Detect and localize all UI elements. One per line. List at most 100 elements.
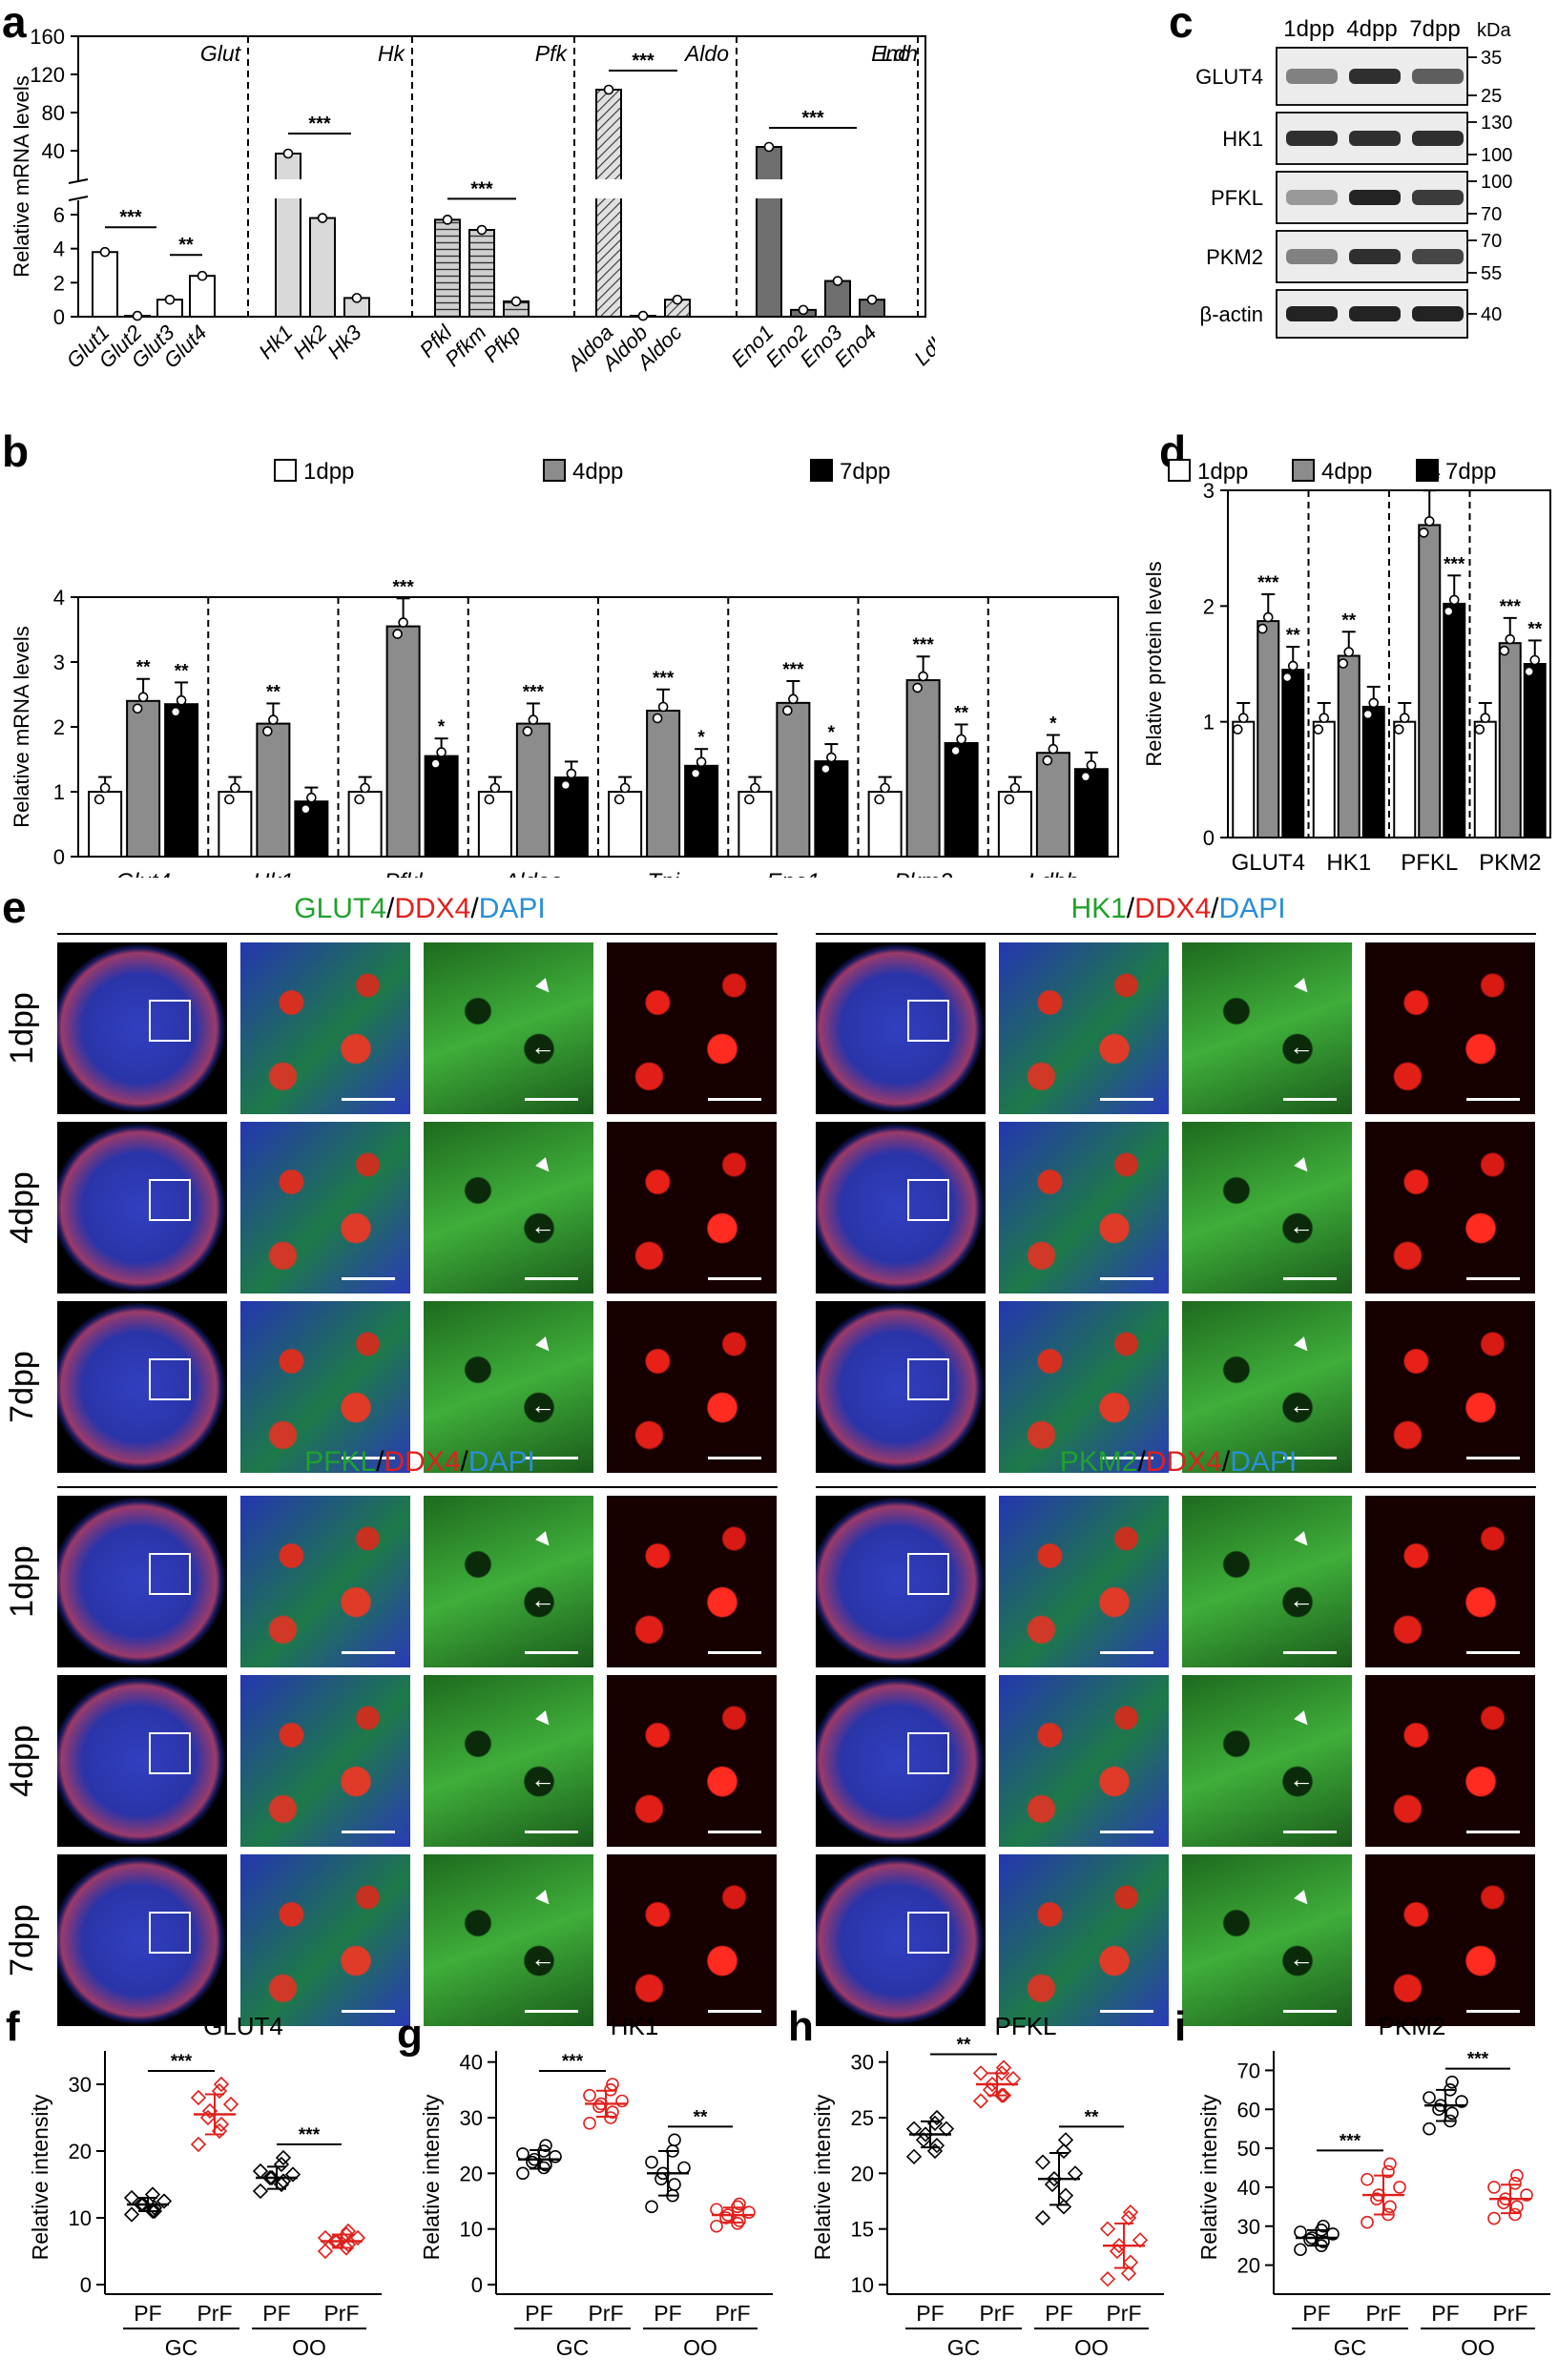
e-tile-red [1365,1675,1535,1847]
scatter-point [261,2169,279,2186]
scatter-point [1099,2271,1116,2287]
e-tile-merge [999,1854,1169,2026]
b-point [652,713,663,724]
e-tile-merge [999,1496,1169,1667]
e-arrowhead-icon [535,1336,554,1356]
panel-c-western-blot: 1dpp 4dpp 7dpp kDa GLUT4 35 25 HK1 130 100 PFKL 100… [1195,16,1512,339]
e-tile-green: ← [1182,1675,1352,1847]
scatter-point [1057,2187,1074,2204]
b-legend-label: 7dpp [840,459,890,485]
a-ytick-label: 80 [42,101,65,125]
b-bar [126,699,161,858]
b-sig: ** [266,682,280,702]
d-bar [1337,654,1361,838]
d-point [1448,594,1460,606]
c-band [1412,190,1464,205]
c-lane-label: 4dpp [1346,16,1397,42]
scatter-point [583,2117,596,2130]
b-point [392,629,403,639]
scatter-ytick-label: 20 [1237,2254,1260,2278]
scatter-point [1445,2075,1459,2089]
scatter-point [1487,2211,1501,2225]
b-xlabel: Eno1 [766,869,820,878]
scatter-sig-label: ** [1085,2107,1099,2127]
a-bar [824,279,851,318]
scatter-group-label: PrF [1365,2301,1401,2326]
a-bar-break [274,179,302,198]
scatter-point [733,2197,746,2211]
scatter-point [1423,2121,1436,2136]
scatter-group-label: PF [1045,2301,1072,2326]
b-bar [684,764,719,858]
e-tile-merge [999,1301,1169,1473]
e-arrow-icon: ← [1289,1032,1314,1061]
scatter-ytick-label: 20 [460,2162,483,2185]
c-band [1349,306,1401,321]
e-arrowhead-icon [1294,1336,1313,1356]
e-arrowhead-icon [535,1157,554,1176]
scatter-panel-i: i PKM2 20 30 40 50 60 70 Relative intensity PF PrF… [1174,2003,1550,2360]
scatter-point [972,2093,989,2109]
e-sep: / [470,893,479,924]
e-scale-bar [1100,1457,1153,1459]
a-point [763,141,775,153]
a-axis-break [67,181,90,200]
d-point [1362,709,1374,720]
d-ytick-label: 2 [1203,594,1215,618]
c-band [1286,190,1338,205]
e-arrow-icon: ← [530,1944,555,1973]
c-mw-label: 130 [1481,113,1512,134]
e-scale-bar [1466,1651,1520,1654]
e-scale-bar [1100,1098,1153,1101]
e-stain-name: PKM2 [1059,1446,1138,1478]
b-legend-swatch [810,459,833,482]
a-point [637,310,649,321]
scatter-point [668,2178,681,2191]
b-bar [737,791,773,858]
scatter-point [1510,2200,1524,2214]
scatter-point [317,2229,334,2246]
e-dapi: DAPI [1218,893,1286,924]
a-point [510,296,522,307]
b-ytick-label: 0 [53,845,65,869]
d-point [1287,660,1298,672]
e-sep: / [1211,893,1219,924]
scatter-ytick-label: 40 [1237,2176,1260,2200]
scatter-ytick-label: 30 [460,2106,483,2130]
scatter-ytick-label: 0 [471,2273,483,2297]
e-arrowhead-icon [535,1710,554,1729]
e-scale-bar [525,1277,578,1280]
b-sig: * [828,723,836,743]
b-point [484,794,495,805]
b-point [132,703,143,714]
scatter-point [1099,2221,1116,2237]
b-point [93,794,105,805]
scatter-point [516,2147,530,2161]
scatter-title: PKM2 [1379,2012,1446,2040]
e-inset-box [907,1912,949,1954]
e-scale-bar [342,2010,395,2013]
e-scale-bar [1283,1457,1337,1459]
d-point [1262,611,1274,623]
e-scale-bar [525,1098,578,1101]
d-legend-label: 4dpp [1321,459,1372,485]
scatter-sig-label: *** [171,2052,193,2072]
scatter-ytick-label: 25 [851,2106,874,2130]
scatter-point [1294,2225,1307,2239]
d-ytick-label: 1 [1203,711,1215,735]
scatter-ytick-label: 15 [851,2218,874,2242]
e-sep: / [376,1446,384,1478]
scatter-point [995,2059,1012,2076]
a-sig-label: ** [178,235,194,256]
c-band [1349,190,1401,205]
e-tile-green: ← [424,1496,593,1667]
scatter-sig-label: *** [299,2125,321,2145]
a-point [866,294,878,305]
e-arrow-icon: ← [530,1032,555,1061]
d-xlabel: HK1 [1326,850,1371,876]
scatter-point [1326,2227,1340,2241]
e-arrow-icon: ← [530,1585,555,1614]
d-xlabel: GLUT4 [1232,850,1305,876]
scatter-ytick-label: 10 [851,2273,874,2297]
a-bar [468,229,495,318]
